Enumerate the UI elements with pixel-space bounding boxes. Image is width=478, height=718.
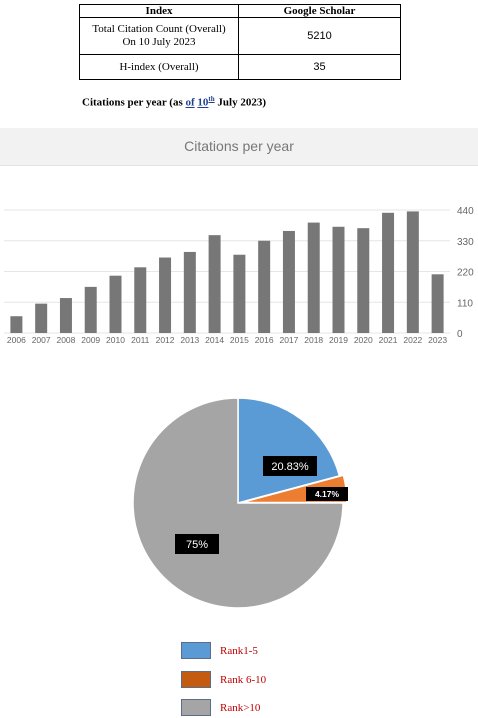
y-tick-label: 110 xyxy=(457,298,473,309)
x-tick-label: 2018 xyxy=(304,335,323,345)
row-value-h-index: 35 xyxy=(238,54,401,80)
legend-swatch xyxy=(181,671,211,688)
x-tick-label: 2009 xyxy=(81,335,100,345)
bar xyxy=(84,286,97,333)
bar xyxy=(233,254,246,333)
y-tick-label: 0 xyxy=(457,329,463,340)
y-tick-label: 330 xyxy=(457,237,474,248)
x-tick-label: 2013 xyxy=(180,335,199,345)
x-tick-label: 2021 xyxy=(379,335,398,345)
svg-text:75%: 75% xyxy=(186,539,208,551)
pie-chart: 20.83% 4.17% 75% xyxy=(132,397,348,609)
x-tick-label: 2007 xyxy=(32,335,51,345)
y-tick-label: 440 xyxy=(457,206,474,217)
table-header-row: Index Google Scholar xyxy=(79,4,401,18)
x-tick-label: 2023 xyxy=(428,335,447,345)
y-tick-label: 220 xyxy=(457,268,474,279)
bar xyxy=(134,267,147,333)
x-tick-label: 2015 xyxy=(230,335,249,345)
pie-data-label: 75% xyxy=(175,534,219,554)
header-google-scholar: Google Scholar xyxy=(238,4,401,18)
row-label-total-citations: Total Citation Count (Overall) On 10 Jul… xyxy=(79,17,239,55)
bar xyxy=(282,230,295,333)
svg-text:20.83%: 20.83% xyxy=(271,461,309,473)
x-tick-label: 2006 xyxy=(7,335,26,345)
chart-title: Citations per year xyxy=(0,128,478,166)
legend-label: Rank1-5 xyxy=(220,645,258,657)
row-label-line2: On 10 July 2023 xyxy=(122,36,196,48)
legend-swatch xyxy=(181,642,211,659)
x-tick-label: 2008 xyxy=(56,335,75,345)
bar xyxy=(159,257,172,333)
caption-suffix: July 2023) xyxy=(214,96,266,109)
table-row: H-index (Overall) 35 xyxy=(79,54,401,80)
row-label-line1: Total Citation Count (Overall) xyxy=(92,23,226,35)
bar xyxy=(382,212,395,333)
bar xyxy=(431,274,444,333)
row-label-line1: H-index (Overall) xyxy=(119,60,199,73)
bar xyxy=(332,226,345,333)
x-tick-label: 2017 xyxy=(279,335,298,345)
table-row: Total Citation Count (Overall) On 10 Jul… xyxy=(79,17,401,55)
bar xyxy=(35,303,48,333)
x-tick-label: 2022 xyxy=(403,335,422,345)
pie-data-label: 20.83% xyxy=(263,456,317,476)
caption-sup: th xyxy=(208,95,215,103)
legend-label: Rank 6-10 xyxy=(220,674,267,686)
x-tick-label: 2011 xyxy=(131,335,150,345)
bar-chart: 0 110 220 330 440 2006 2007 2008 2009 2010 2011 201… xyxy=(4,206,474,345)
pie-slice xyxy=(132,397,344,609)
x-tick-label: 2020 xyxy=(354,335,373,345)
bar xyxy=(357,228,370,333)
bar xyxy=(406,211,419,333)
legend-swatch xyxy=(181,699,211,716)
caption-day: 10 xyxy=(197,96,209,109)
bar xyxy=(109,275,122,333)
pie-slice xyxy=(237,397,341,504)
header-index: Index xyxy=(79,4,239,18)
legend-label: Rank>10 xyxy=(220,702,261,714)
x-tick-label: 2016 xyxy=(255,335,274,345)
chart-caption: Citations per year (as of 10th July 2023… xyxy=(82,95,266,109)
caption-prefix: Citations per year (as xyxy=(82,96,186,109)
caption-of: of xyxy=(185,96,195,109)
row-label-h-index: H-index (Overall) xyxy=(79,54,239,80)
x-tick-label: 2012 xyxy=(156,335,175,345)
bar xyxy=(183,251,196,333)
citation-table: Index Google Scholar Total Citation Coun… xyxy=(79,4,401,80)
bar xyxy=(10,316,23,333)
bar xyxy=(307,222,320,333)
bar xyxy=(208,235,221,333)
svg-text:4.17%: 4.17% xyxy=(315,489,340,499)
bar xyxy=(59,298,72,333)
x-tick-label: 2014 xyxy=(205,335,224,345)
x-tick-label: 2019 xyxy=(329,335,348,345)
x-tick-label: 2010 xyxy=(106,335,125,345)
row-value-total-citations: 5210 xyxy=(238,17,401,55)
pie-data-label: 4.17% xyxy=(306,487,348,501)
bar xyxy=(258,240,271,333)
